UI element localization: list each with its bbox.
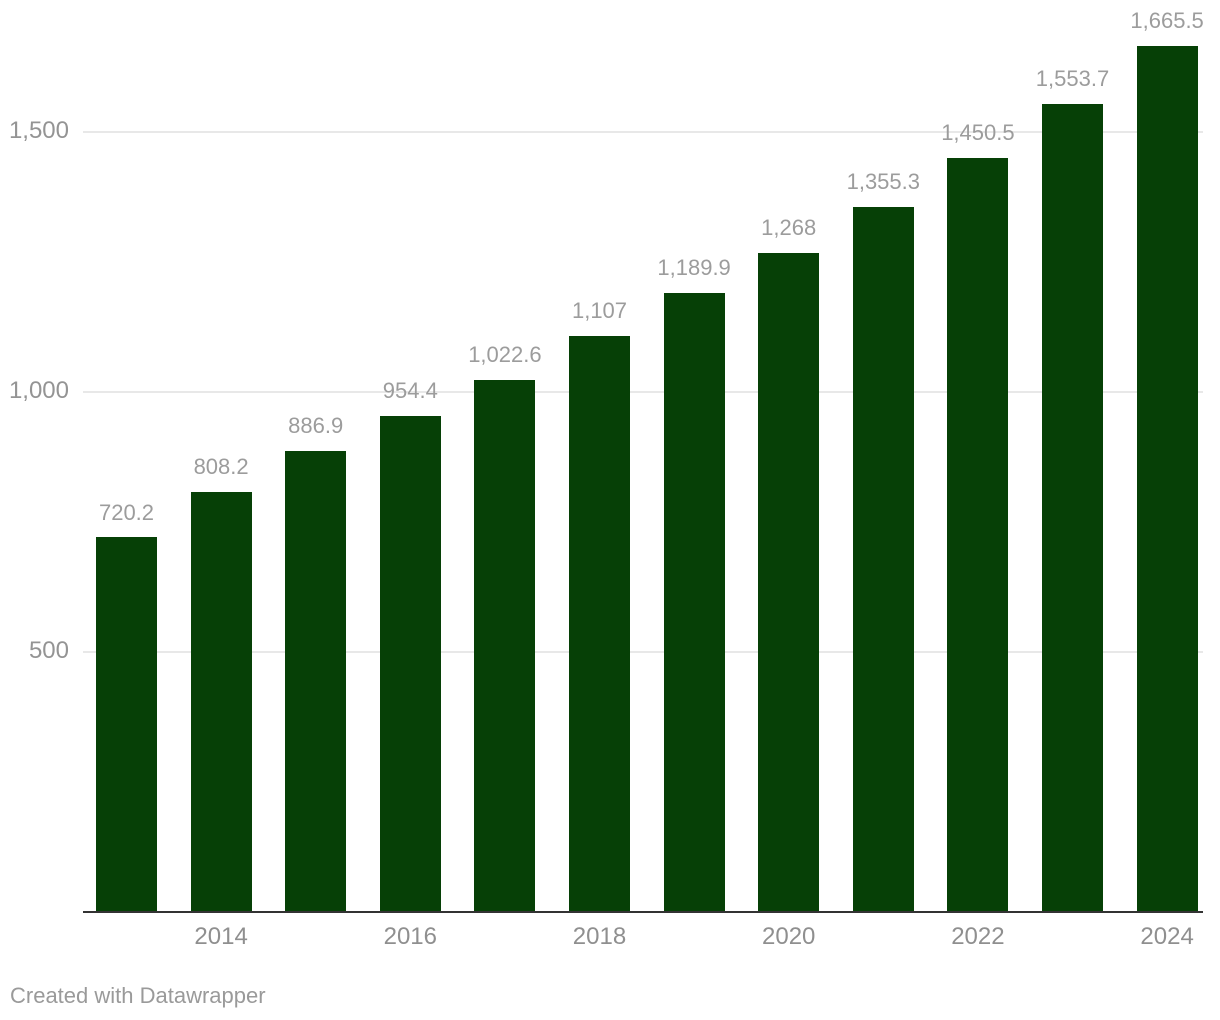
bar-2019: [663, 293, 725, 912]
bar-2020: [758, 252, 820, 912]
bar-value-label-2017: 1,022.6: [468, 342, 542, 368]
x-axis-baseline: [83, 911, 1203, 913]
bar-2022: [947, 157, 1009, 912]
bar-value-label-2019: 1,189.9: [657, 255, 731, 281]
datawrapper-attribution-link[interactable]: Created with Datawrapper: [10, 983, 266, 1008]
bar-2016: [379, 415, 441, 912]
y-tick-label-1500: 1,500: [8, 117, 69, 144]
y-tick-label-1000: 1,000: [8, 377, 69, 404]
bar-value-label-2014: 808.2: [193, 453, 249, 479]
bar-2021: [852, 207, 914, 912]
gridline-1000: [83, 391, 1203, 393]
y-tick-label-500: 500: [28, 637, 69, 664]
x-tick-label-2024: 2024: [1140, 923, 1194, 950]
x-tick-label-2014: 2014: [194, 923, 248, 950]
bar-value-label-2013: 720.2: [98, 499, 155, 525]
gridline-500: [83, 651, 1203, 653]
x-tick-label-2018: 2018: [572, 923, 627, 950]
bar-2023: [1042, 104, 1103, 912]
bar-value-label-2023: 1,553.7: [1035, 66, 1110, 92]
bar-value-label-2018: 1,107: [571, 298, 628, 324]
x-tick-label-2020: 2020: [761, 923, 816, 950]
bar-2013: [96, 537, 157, 912]
gridline-1500: [83, 131, 1203, 133]
bar-2017: [474, 380, 536, 912]
bar-value-label-2024: 1,665.5: [1130, 7, 1204, 33]
bar-value-label-2022: 1,450.5: [941, 119, 1015, 145]
x-tick-label-2016: 2016: [383, 923, 437, 950]
bar-2015: [285, 450, 347, 912]
bar-2014: [190, 491, 252, 912]
bar-value-label-2020: 1,268: [761, 214, 817, 240]
x-tick-label-2022: 2022: [951, 923, 1005, 950]
bar-value-label-2015: 886.9: [288, 412, 344, 438]
bar-value-label-2021: 1,355.3: [846, 169, 920, 195]
bar-2024: [1136, 45, 1198, 912]
bar-value-label-2016: 954.4: [382, 377, 438, 403]
bar-2018: [569, 336, 630, 912]
